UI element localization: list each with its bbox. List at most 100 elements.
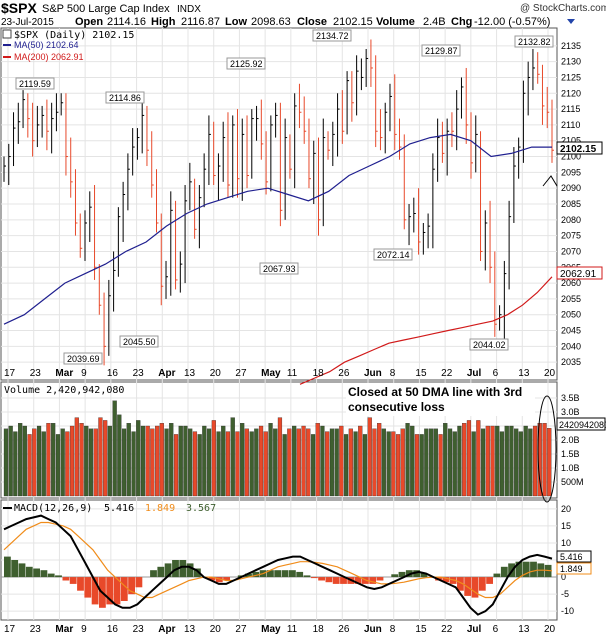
x-tick-label: 20 <box>210 368 222 379</box>
volume-bar <box>121 428 127 497</box>
macd-histogram-bar <box>486 577 493 584</box>
macd-histogram-bar <box>33 568 40 577</box>
price-tick-label: 2130 <box>561 57 581 67</box>
volume-bar <box>126 423 131 497</box>
macd-legend-name: MACD(12,26,9) <box>14 503 92 514</box>
volume-bar <box>405 423 410 497</box>
open-value: 2114.16 <box>107 16 146 28</box>
volume-tick-label: 3.0B <box>561 407 580 417</box>
volume-bar <box>514 428 519 497</box>
trough-label: 2072.14 <box>377 250 410 260</box>
volume-bar <box>32 428 37 497</box>
price-tick-label: 2085 <box>561 199 581 209</box>
macd-histogram-bar <box>303 575 311 578</box>
volume-bar <box>443 423 448 497</box>
macd-histogram-bar <box>391 574 399 577</box>
ma200-tag-text: 2062.91 <box>560 269 597 280</box>
signal-tag <box>556 562 592 575</box>
volume-bar <box>183 425 188 497</box>
last-price-tag-text: 2102.15 <box>560 144 597 155</box>
price-tick-label: 2120 <box>561 88 581 98</box>
legend-ma50: MA(50) 2102.64 <box>14 40 79 50</box>
x-tick-label: Jun <box>364 368 382 379</box>
price-tick-label: 2125 <box>561 72 581 82</box>
x-tick-label: 23 <box>133 624 145 635</box>
x-tick-label: 17 <box>4 368 16 379</box>
macd-histogram-bar <box>128 577 135 595</box>
volume-bar <box>273 428 278 497</box>
volume-bar <box>211 420 216 497</box>
volume-bar <box>523 425 528 497</box>
macd-histogram-bar <box>40 570 48 577</box>
volume-tick-label: 3.5B <box>561 393 580 403</box>
volume-bar <box>230 417 235 497</box>
volume-bar <box>88 428 94 497</box>
macd-legend-value: 5.416 <box>104 503 134 514</box>
legend-square-icon <box>2 29 12 39</box>
peak-label: 2119.59 <box>19 79 51 89</box>
price-tick-label: 2080 <box>561 215 581 225</box>
volume-tick-label: 500M <box>561 477 584 487</box>
chg-value: -12.00 (-0.57%) <box>474 16 550 28</box>
x-tick-label: Apr <box>158 624 175 635</box>
volume-bar <box>532 425 538 497</box>
volume-bar <box>22 425 27 497</box>
macd-tick-label: 10 <box>561 538 571 548</box>
macd-histogram-bar <box>62 577 70 581</box>
volume-bar <box>452 431 457 497</box>
macd-histogram-bar <box>69 577 77 584</box>
volume-bar <box>287 428 292 497</box>
x-tick-label: 6 <box>493 368 499 379</box>
volume-bar <box>499 431 505 497</box>
macd-histogram-bar <box>318 577 325 581</box>
macd-histogram-bar <box>77 577 84 591</box>
volume-bar <box>268 423 273 497</box>
low-value: 2098.63 <box>251 16 291 28</box>
x-tick-label: 23 <box>133 368 145 379</box>
quote-date: 23-Jul-2015 <box>1 17 54 28</box>
macd-histogram-bar <box>274 570 282 577</box>
volume-bar <box>221 425 226 497</box>
volume-bar <box>79 423 84 497</box>
volume-bar <box>41 431 46 497</box>
volume-bar <box>216 431 221 497</box>
price-tick-label: 2105 <box>561 136 581 146</box>
macd-histogram-bar <box>91 577 99 605</box>
peak-label: 2134.72 <box>316 31 349 41</box>
volume-bar <box>36 425 42 497</box>
macd-histogram-bar <box>120 577 128 601</box>
volume-bar <box>235 431 240 497</box>
volume-bar <box>188 428 193 497</box>
annotation-arrow-icon <box>542 175 558 187</box>
macd-histogram-bar <box>25 566 33 577</box>
volume-bar <box>339 425 344 497</box>
volume-bar <box>476 420 481 497</box>
macd-histogram-bar <box>493 573 501 577</box>
volume-bar <box>131 431 136 497</box>
volume-bar <box>150 428 155 497</box>
volume-annotation-line2: consecutive loss <box>348 400 445 414</box>
volume-bar <box>197 434 202 497</box>
high-value: 2116.87 <box>181 16 220 28</box>
macd-histogram-bar <box>457 577 464 591</box>
volume-bar <box>296 428 301 497</box>
volume-bar <box>55 434 61 497</box>
x-tick-label: 17 <box>4 624 16 635</box>
volume-bar <box>173 434 179 497</box>
volume-bar <box>3 428 9 497</box>
macd-histogram-bar <box>471 577 479 598</box>
volume-bar <box>400 428 405 497</box>
macd-line <box>3 514 553 616</box>
macd-histogram-bar <box>354 577 362 584</box>
volume-bar <box>169 423 174 497</box>
ma200-tag <box>556 266 603 280</box>
peak-label: 2125.92 <box>230 59 263 69</box>
volume-bar <box>159 423 164 497</box>
volume-bar <box>277 417 283 497</box>
x-tick-label: 6 <box>493 624 499 635</box>
price-tick-label: 2090 <box>561 183 581 193</box>
macd-histogram-bar <box>106 577 114 605</box>
ma50-line <box>3 133 552 325</box>
price-tick-label: 2060 <box>561 278 581 288</box>
